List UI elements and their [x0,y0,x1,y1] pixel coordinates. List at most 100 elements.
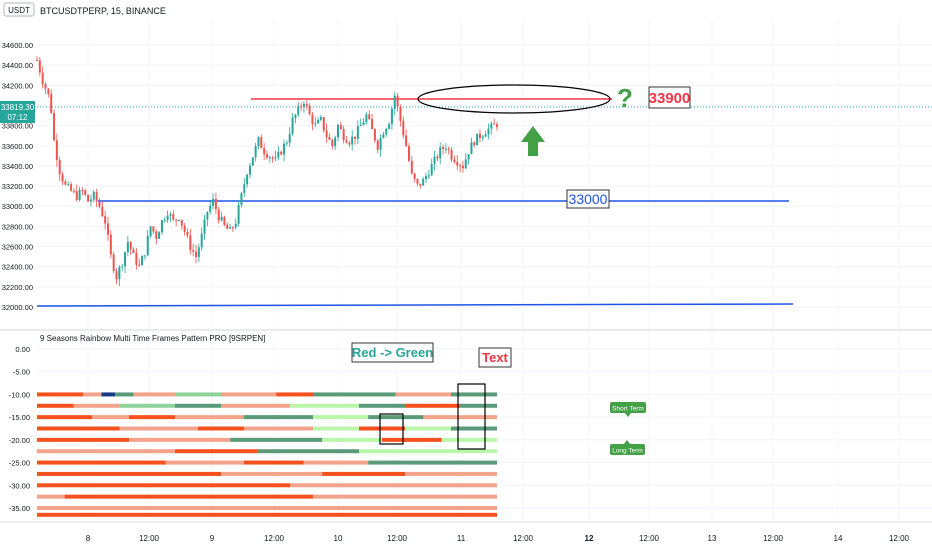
candle-body [135,253,138,265]
candle-body [212,198,215,206]
band-segment [175,403,221,408]
currency-badge[interactable]: USDT [3,2,35,17]
candle-body [115,271,118,280]
band-segment [244,415,313,420]
price-tick-label: 33600.00 [2,142,33,151]
candle-body [92,192,95,200]
text-highlight-box[interactable] [457,383,486,450]
candle-body [493,123,496,125]
band-segment [37,449,175,454]
candle-body [322,117,325,131]
candle-body [348,142,351,145]
indicator-tick-label: 0.00 [15,345,30,354]
trendline-32000[interactable] [36,303,794,307]
band-segment [313,415,369,420]
red-to-green-label: Red -> Green [352,345,433,360]
candle-body [172,214,175,220]
currency-label: USDT [8,6,30,15]
band-segment [313,426,359,431]
candle-body [180,220,183,226]
time-tick-label: 9 [210,534,215,543]
price-tick-label: 33200.00 [2,182,33,191]
resistance-ellipse[interactable] [417,84,611,114]
candle-body [158,232,161,239]
candle-body [129,241,132,250]
candle-body [192,249,195,252]
band-segment [303,460,369,465]
candle-body [362,122,365,125]
candle-body [328,137,331,140]
candle-body [177,220,180,222]
long-term-tag[interactable]: Long Term [610,440,645,455]
level-33900-box[interactable] [648,86,691,109]
candle-body [365,114,368,123]
candle-body [121,266,124,268]
candle-body [277,151,280,158]
candle-body [467,154,470,160]
candle-body [393,95,396,109]
price-tick-label: 33400.00 [2,162,33,171]
level-33900-label: 33900 [649,90,691,107]
symbol-info: BTCUSDTPERP, 15, BINANCE [40,6,166,16]
candle-body [356,126,359,139]
band-segment [290,483,497,488]
candle-body [314,123,317,125]
candle-body [240,193,243,206]
candle-body [149,226,152,236]
level-33000-box[interactable] [566,189,610,209]
candle-body [263,148,266,155]
band-segment [64,494,313,499]
candlestick-series [36,56,498,287]
red-to-green-box[interactable] [351,342,434,363]
candle-body [257,137,260,147]
band-segment [313,392,396,397]
band-segment [129,437,231,442]
candle-body [368,114,371,120]
red-green-highlight-box[interactable] [379,413,404,445]
candle-body [67,184,70,186]
candle-body [487,128,490,135]
band-segment [37,426,120,431]
candle-body [305,103,308,106]
band-segment [460,403,497,408]
up-arrow-icon [521,126,545,156]
band-segment [133,392,175,397]
question-mark: ? [617,83,633,113]
candle-body [141,256,144,266]
candle-body [55,140,58,160]
text-annotation-box[interactable] [478,347,512,368]
candle-body [186,231,189,236]
candle-body [189,235,192,250]
candle-body [47,88,50,94]
band-segment [221,471,323,476]
candle-body [371,119,374,130]
candle-body [163,219,166,221]
candle-body [311,114,314,124]
band-segment [175,392,221,397]
candle-body [430,164,433,176]
band-segment [451,392,497,397]
band-segment [101,392,116,397]
band-segment [405,471,497,476]
indicator-tick-label: -15.00 [9,413,30,422]
candle-body [87,194,90,202]
candle-body [354,136,357,139]
candle-body [317,119,320,124]
candle-body [81,190,84,192]
candle-body [152,226,155,232]
candle-body [50,93,53,113]
candle-body [302,103,305,107]
candle-body [206,211,209,220]
candle-body [379,137,382,150]
indicator-title: 9 Seasons Rainbow Multi Time Frames Patt… [40,334,265,343]
candle-body [410,160,413,174]
band-segment [92,415,129,420]
candle-body [416,178,419,184]
candle-body [413,173,416,179]
short-term-tag[interactable]: Short Term [610,402,646,417]
band-segment [244,460,304,465]
candle-body [388,124,391,129]
band-segment [83,392,102,397]
band-segment [115,392,134,397]
